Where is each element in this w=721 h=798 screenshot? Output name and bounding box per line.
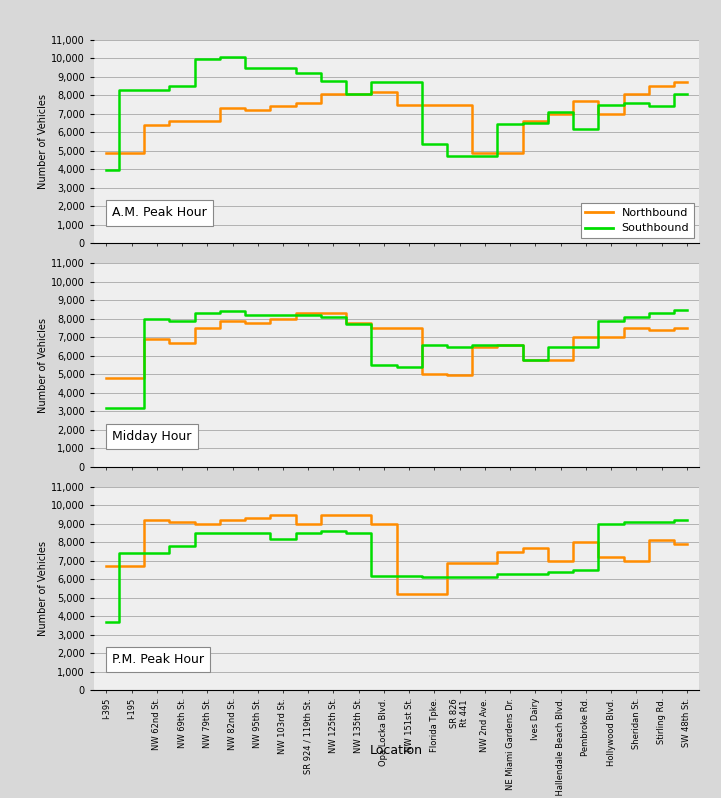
Text: P.M. Peak Hour: P.M. Peak Hour bbox=[112, 654, 204, 666]
Text: Midday Hour: Midday Hour bbox=[112, 430, 191, 443]
Text: Location: Location bbox=[370, 744, 423, 757]
Legend: Northbound, Southbound: Northbound, Southbound bbox=[580, 203, 694, 238]
Y-axis label: Number of Vehicles: Number of Vehicles bbox=[38, 94, 48, 189]
Y-axis label: Number of Vehicles: Number of Vehicles bbox=[38, 318, 48, 413]
Y-axis label: Number of Vehicles: Number of Vehicles bbox=[38, 541, 48, 636]
Text: A.M. Peak Hour: A.M. Peak Hour bbox=[112, 207, 207, 219]
